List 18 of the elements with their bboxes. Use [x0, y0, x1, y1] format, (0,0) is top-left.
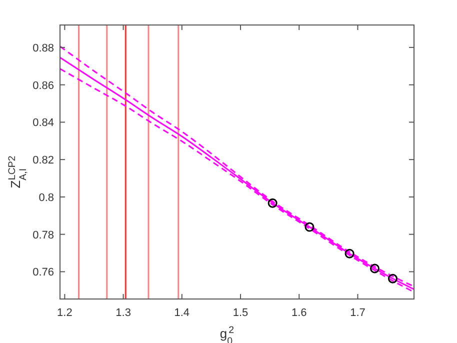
y-tick-label: 0.8 — [38, 192, 54, 204]
point — [268, 198, 278, 208]
x-tick-label: 1.4 — [174, 307, 190, 319]
x-tick-label: 1.5 — [232, 307, 248, 319]
y-tick-label: 0.86 — [32, 80, 54, 92]
x-tick-label: 1.7 — [350, 307, 366, 319]
y-tick-label: 0.88 — [32, 42, 54, 54]
x-tick-label: 1.3 — [116, 307, 131, 319]
y-tick-label: 0.78 — [32, 229, 54, 242]
x-tick-label: 1.2 — [57, 307, 72, 319]
point — [388, 274, 398, 284]
point — [344, 248, 354, 258]
y-tick-label: 0.84 — [32, 117, 54, 130]
point — [304, 222, 314, 232]
y-tick-label: 0.82 — [32, 154, 54, 167]
y-tick-label: 0.76 — [32, 266, 54, 279]
x-tick-label: 1.6 — [291, 307, 307, 319]
point — [370, 264, 380, 274]
